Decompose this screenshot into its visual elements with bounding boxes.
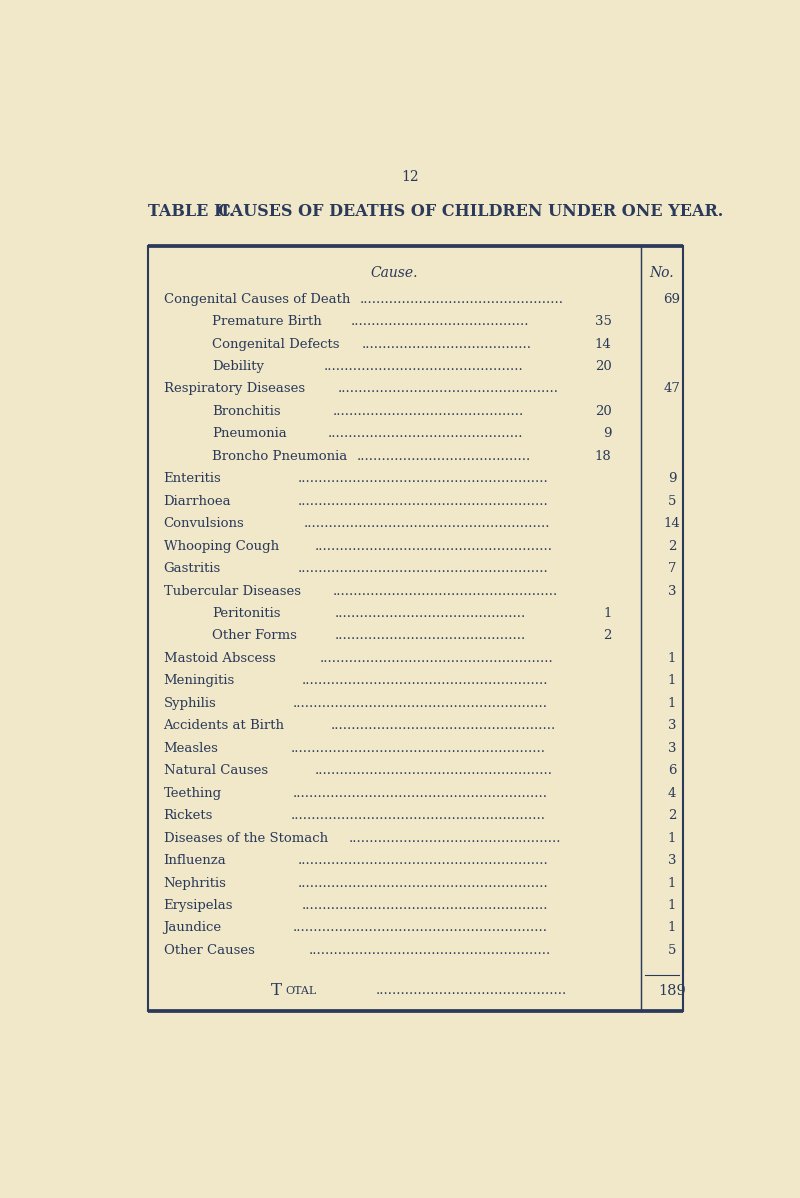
Text: ..............................................: ........................................…	[328, 428, 524, 441]
Text: 1: 1	[668, 652, 676, 665]
Text: TABLE II.: TABLE II.	[148, 202, 234, 220]
Text: Nephritis: Nephritis	[163, 877, 226, 890]
Text: ............................................................: ........................................…	[290, 742, 546, 755]
Text: 14: 14	[663, 518, 680, 531]
Text: Premature Birth: Premature Birth	[212, 315, 322, 328]
Text: Debility: Debility	[212, 359, 264, 373]
Text: Broncho Pneumonia: Broncho Pneumonia	[212, 449, 348, 462]
Text: 7: 7	[668, 562, 676, 575]
Text: ........................................................: ........................................…	[315, 539, 554, 552]
Text: ............................................................: ........................................…	[290, 809, 546, 822]
Text: ..........................................................: ........................................…	[302, 674, 548, 688]
Text: ..........................................................: ........................................…	[302, 898, 548, 912]
Text: Cause.: Cause.	[370, 266, 418, 280]
Text: ............................................................: ........................................…	[293, 921, 548, 934]
Text: 14: 14	[594, 338, 611, 351]
Text: Diarrhoea: Diarrhoea	[163, 495, 231, 508]
Text: Meningitis: Meningitis	[163, 674, 235, 688]
Text: ...........................................................: ........................................…	[298, 854, 548, 867]
Text: Diseases of the Stomach: Diseases of the Stomach	[163, 831, 328, 845]
Text: 3: 3	[668, 719, 676, 732]
Text: ...........................................................: ........................................…	[298, 495, 548, 508]
Text: 35: 35	[594, 315, 611, 328]
Text: .............................................: ........................................…	[333, 405, 524, 418]
Text: ................................................: ........................................…	[359, 292, 563, 305]
Text: Measles: Measles	[163, 742, 218, 755]
Text: ........................................................: ........................................…	[315, 764, 554, 778]
Text: OTAL: OTAL	[286, 986, 317, 996]
Text: 1: 1	[668, 674, 676, 688]
Text: No.: No.	[650, 266, 674, 280]
Text: ...........................................................: ........................................…	[298, 877, 548, 890]
Text: 189: 189	[658, 984, 686, 998]
Text: ...........................................................: ........................................…	[298, 562, 548, 575]
Text: 1: 1	[603, 607, 611, 621]
Text: 69: 69	[663, 292, 681, 305]
Text: .....................................................: ........................................…	[333, 585, 558, 598]
Text: 1: 1	[668, 877, 676, 890]
Text: .............................................: ........................................…	[335, 607, 526, 621]
Text: Mastoid Abscess: Mastoid Abscess	[163, 652, 275, 665]
Text: 3: 3	[668, 585, 676, 598]
Text: .........................................................: ........................................…	[309, 944, 550, 957]
Text: 20: 20	[594, 359, 611, 373]
Text: Other Forms: Other Forms	[212, 629, 298, 642]
Text: ....................................................: ........................................…	[338, 382, 558, 395]
Text: Peritonitis: Peritonitis	[212, 607, 281, 621]
Text: Gastritis: Gastritis	[163, 562, 221, 575]
Text: Natural Causes: Natural Causes	[163, 764, 268, 778]
Text: Erysipelas: Erysipelas	[163, 898, 233, 912]
Text: ............................................................: ........................................…	[293, 787, 548, 800]
Text: .............................................: ........................................…	[376, 985, 567, 997]
Text: ..........................................: ........................................…	[350, 315, 529, 328]
Text: ...............................................: ........................................…	[324, 359, 523, 373]
Text: 1: 1	[668, 697, 676, 710]
Text: Bronchitis: Bronchitis	[212, 405, 281, 418]
Text: ........................................: ........................................	[362, 338, 531, 351]
Text: T: T	[270, 982, 282, 999]
Text: CAUSES OF DEATHS OF CHILDREN UNDER ONE YEAR.: CAUSES OF DEATHS OF CHILDREN UNDER ONE Y…	[218, 202, 723, 220]
Text: 9: 9	[668, 472, 676, 485]
Text: Tubercular Diseases: Tubercular Diseases	[163, 585, 301, 598]
Text: 47: 47	[663, 382, 680, 395]
Text: Other Causes: Other Causes	[163, 944, 254, 957]
Text: Pneumonia: Pneumonia	[212, 428, 287, 441]
Text: .....................................................: ........................................…	[330, 719, 556, 732]
Text: 1: 1	[668, 921, 676, 934]
Text: 18: 18	[594, 449, 611, 462]
Text: Whooping Cough: Whooping Cough	[163, 539, 278, 552]
Text: ...........................................................: ........................................…	[298, 472, 548, 485]
Text: 20: 20	[594, 405, 611, 418]
Text: 5: 5	[668, 944, 676, 957]
Text: 2: 2	[668, 539, 676, 552]
Text: Rickets: Rickets	[163, 809, 213, 822]
Text: 1: 1	[668, 898, 676, 912]
Text: ............................................................: ........................................…	[293, 697, 548, 710]
Text: 3: 3	[668, 742, 676, 755]
Text: Jaundice: Jaundice	[163, 921, 222, 934]
Text: Convulsions: Convulsions	[163, 518, 244, 531]
Text: 3: 3	[668, 854, 676, 867]
Text: Syphilis: Syphilis	[163, 697, 216, 710]
Text: 5: 5	[668, 495, 676, 508]
Text: 2: 2	[603, 629, 611, 642]
Text: 1: 1	[668, 831, 676, 845]
Text: Respiratory Diseases: Respiratory Diseases	[163, 382, 305, 395]
Text: .......................................................: ........................................…	[320, 652, 554, 665]
Text: ..................................................: ........................................…	[349, 831, 561, 845]
Text: .........................................: ........................................…	[357, 449, 531, 462]
Text: ..........................................................: ........................................…	[304, 518, 550, 531]
Text: Accidents at Birth: Accidents at Birth	[163, 719, 285, 732]
Text: Congenital Defects: Congenital Defects	[212, 338, 340, 351]
Text: 2: 2	[668, 809, 676, 822]
Text: 12: 12	[401, 170, 419, 183]
Text: .............................................: ........................................…	[335, 629, 526, 642]
Text: 4: 4	[668, 787, 676, 800]
Text: 6: 6	[668, 764, 676, 778]
Text: Influenza: Influenza	[163, 854, 226, 867]
Text: Teething: Teething	[163, 787, 222, 800]
Text: 9: 9	[603, 428, 611, 441]
Text: Enteritis: Enteritis	[163, 472, 222, 485]
Text: Congenital Causes of Death: Congenital Causes of Death	[163, 292, 350, 305]
